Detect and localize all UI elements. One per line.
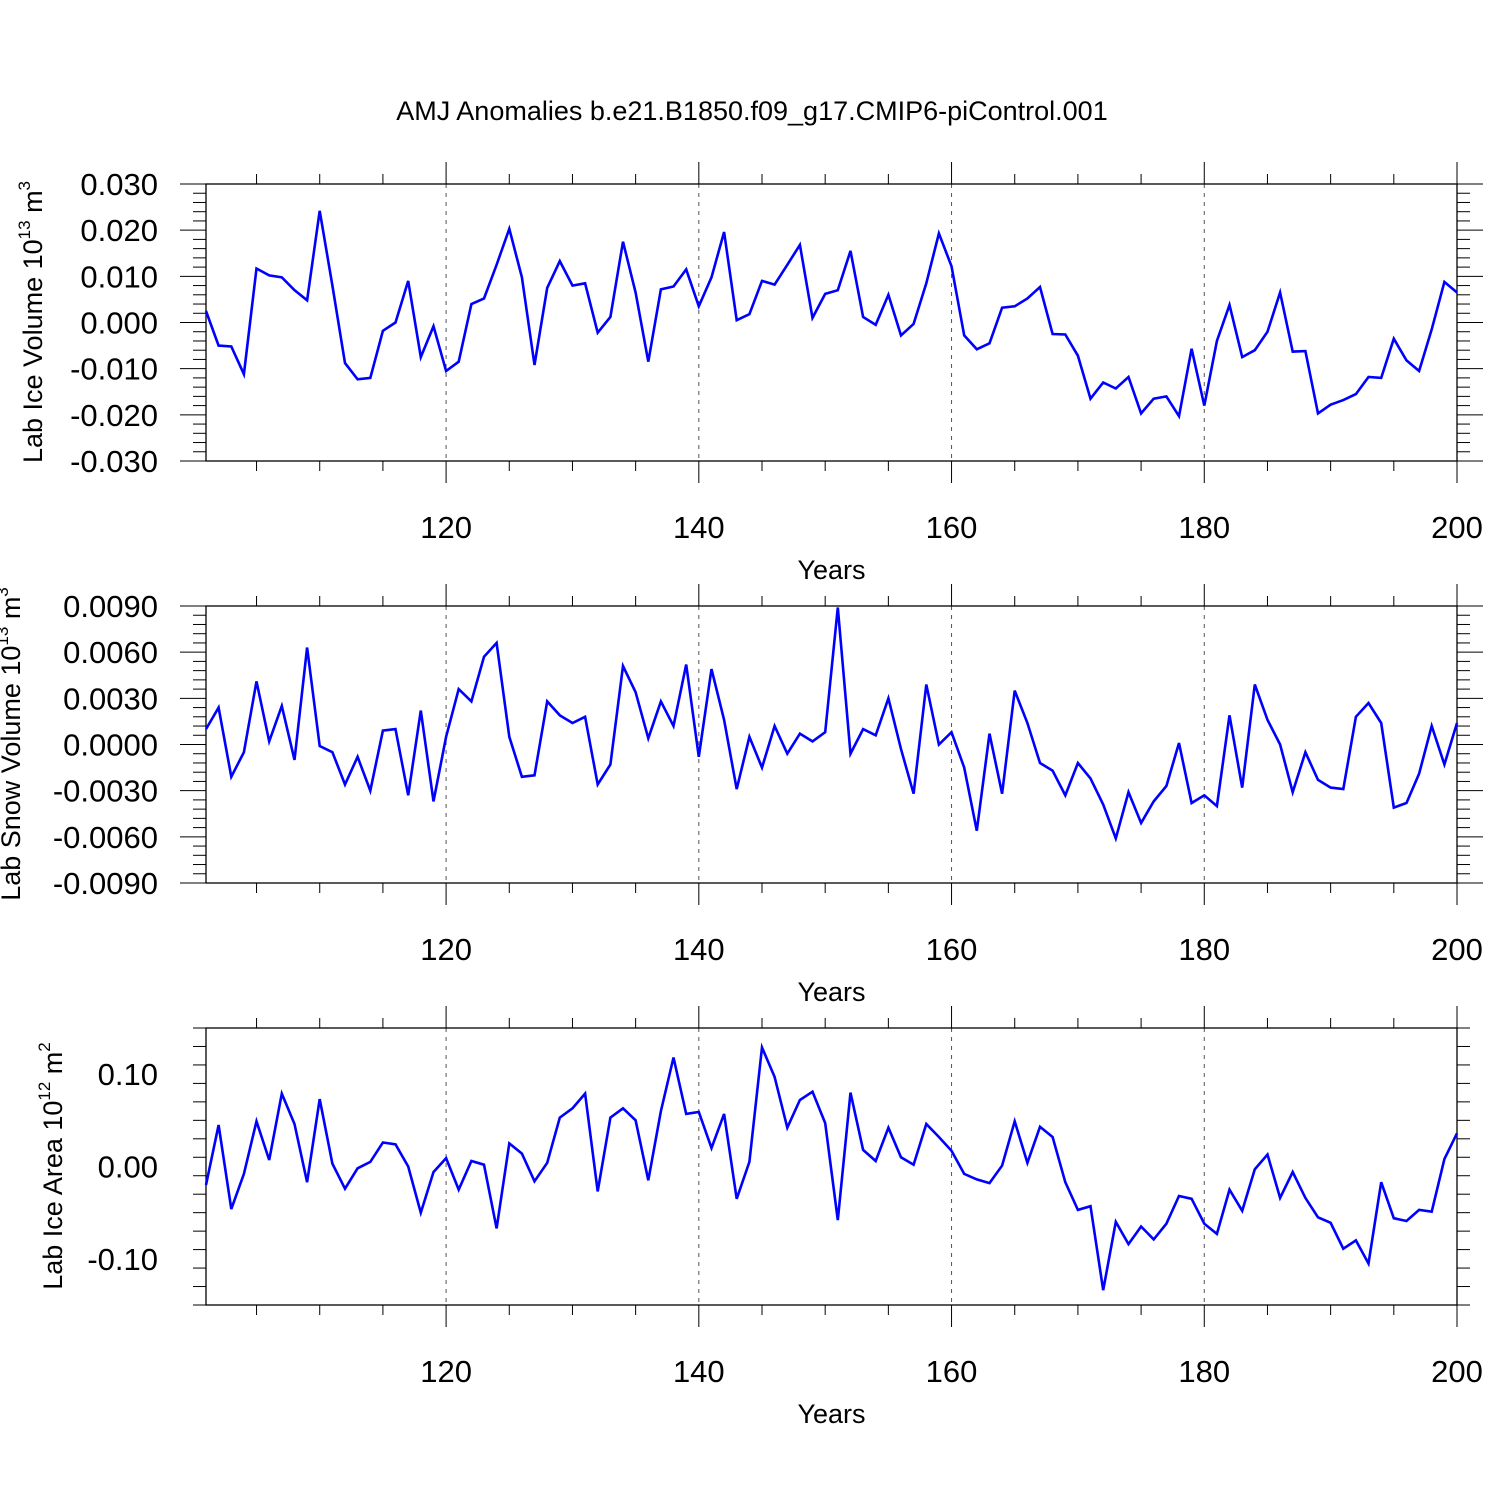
y-axis-label-unit: m: [18, 190, 48, 220]
panel-ice-volume: 120 140 160 180 200 -0.030 -0.020 -0.010 0.000 0.…: [15, 162, 1483, 585]
y-axis-label: Lab Snow Volume 1013 m3: [0, 587, 26, 901]
x-tick-label: 160: [926, 932, 978, 967]
y-tick-label: 0.0000: [63, 728, 158, 763]
y-tick-label: 0.000: [80, 306, 158, 341]
y-axis-label-text: Lab Ice Volume 10: [18, 239, 48, 463]
y-axis-label-unit-exponent: 3: [0, 587, 12, 596]
y-tick-label: 0.10: [98, 1057, 158, 1092]
x-tick-label: 120: [420, 510, 472, 545]
y-axis-label-exponent: 13: [15, 220, 34, 239]
series-line: [204, 1042, 1459, 1291]
x-tick-label: 200: [1431, 932, 1483, 967]
x-axis-label: Years: [797, 977, 865, 1007]
x-axis-label: Years: [797, 1399, 865, 1429]
x-tick-label: 180: [1178, 1354, 1230, 1389]
y-tick-label: 0.0090: [63, 589, 158, 624]
y-tick-label: 0.00: [98, 1150, 158, 1185]
plot-frame: [205, 183, 1458, 462]
series-line: [204, 607, 1459, 843]
y-tick-label: 0.0030: [63, 681, 158, 716]
x-tick-label: 180: [1178, 510, 1230, 545]
y-axis-label-unit-exponent: 2: [35, 1042, 54, 1051]
x-axis-label: Years: [797, 555, 865, 585]
series-line: [204, 210, 1458, 420]
x-tick-label: 180: [1178, 932, 1230, 967]
panel-ice-area: 120 140 160 180 200 -0.10 0.00 0.10 Years Lab Ice…: [35, 1006, 1483, 1429]
y-axis-label-exponent: 13: [0, 627, 12, 646]
y-axis-label: Lab Ice Volume 1013 m3: [15, 181, 48, 463]
y-axis-label-exponent: 12: [35, 1082, 54, 1101]
plot-frame: [205, 1027, 1458, 1306]
y-axis-label-unit: m: [0, 597, 26, 627]
x-tick-label: 160: [926, 510, 978, 545]
y-tick-label: 0.020: [80, 213, 158, 248]
y-tick-label: 0.030: [80, 167, 158, 202]
x-tick-label: 200: [1431, 510, 1483, 545]
y-tick-label: 0.010: [80, 259, 158, 294]
y-axis-label-unit-exponent: 3: [15, 181, 34, 190]
y-tick-label: -0.030: [70, 444, 158, 479]
x-tick-label: 140: [673, 510, 725, 545]
y-axis-label: Lab Ice Area 1012 m2: [35, 1042, 68, 1290]
y-tick-label: 0.0060: [63, 635, 158, 670]
y-tick-label: -0.10: [87, 1242, 158, 1277]
y-tick-label: -0.0090: [53, 866, 158, 901]
y-axis-label-text: Lab Ice Area 10: [38, 1101, 68, 1290]
x-tick-label: 140: [673, 932, 725, 967]
y-tick-label: -0.010: [70, 352, 158, 387]
y-tick-label: -0.020: [70, 398, 158, 433]
y-axis-label-text: Lab Snow Volume 10: [0, 646, 26, 901]
chart-title: AMJ Anomalies b.e21.B1850.f09_g17.CMIP6-…: [396, 96, 1107, 126]
y-tick-label: -0.0030: [53, 774, 158, 809]
x-tick-label: 120: [420, 1354, 472, 1389]
x-tick-label: 200: [1431, 1354, 1483, 1389]
x-tick-label: 120: [420, 932, 472, 967]
x-tick-label: 160: [926, 1354, 978, 1389]
panel-snow-volume: 120 140 160 180 200 -0.0090 -0.0060 -0.0030 0.00…: [0, 584, 1483, 1007]
y-tick-label: -0.0060: [53, 820, 158, 855]
x-tick-label: 140: [673, 1354, 725, 1389]
y-axis-label-unit: m: [38, 1052, 68, 1082]
plot-frame: [205, 605, 1458, 884]
